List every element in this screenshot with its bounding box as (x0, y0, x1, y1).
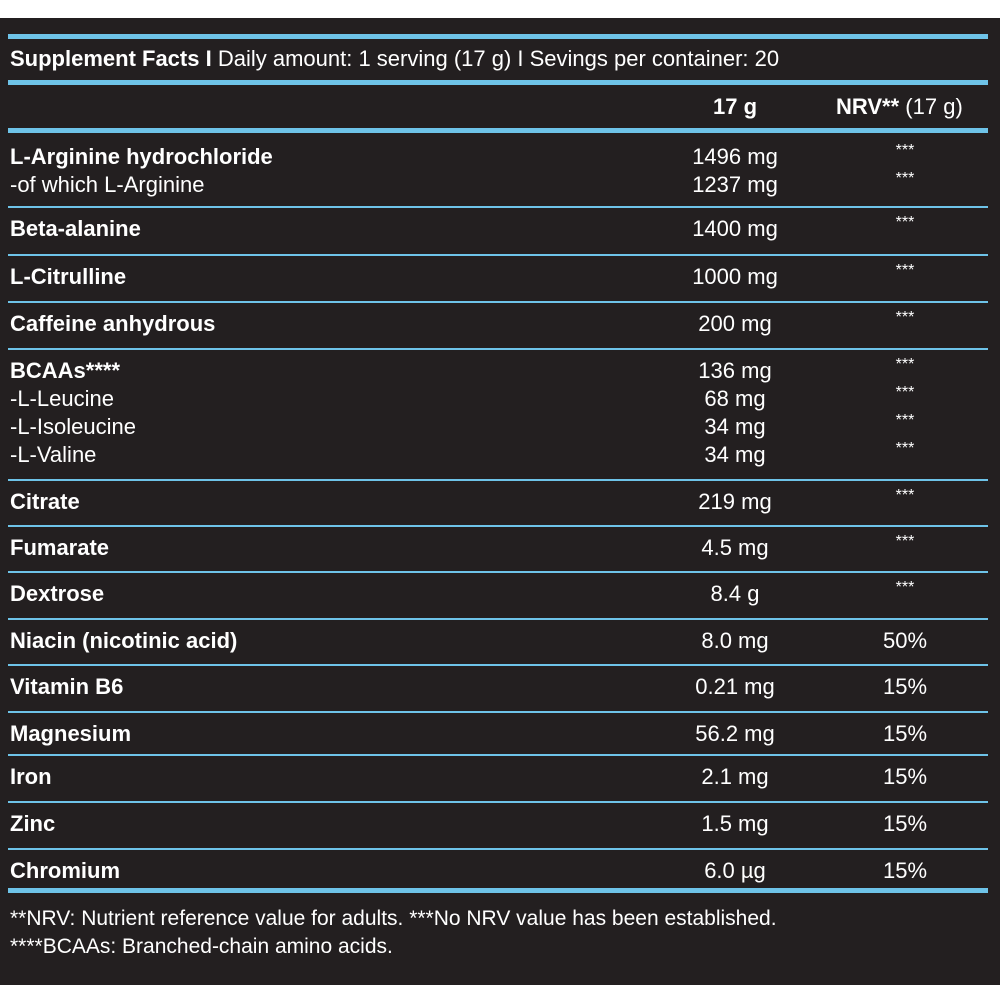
amount-column-header: 17 g (712, 94, 758, 119)
nutrient-amount: 0.21 mg (695, 674, 775, 699)
supplement-facts-panel: Supplement Facts I Daily amount: 1 servi… (0, 18, 1000, 985)
nutrient-nrv: *** (895, 262, 915, 279)
sub-nutrient-name: -of which L-Arginine (10, 172, 205, 197)
row-divider (8, 664, 988, 666)
nutrient-amount: 4.5 mg (701, 535, 769, 560)
nutrient-nrv: *** (895, 309, 915, 326)
nutrient-name: Zinc (10, 811, 56, 836)
nutrient-amount: 1496 mg (692, 144, 778, 169)
row-divider (8, 848, 988, 850)
serving-info: Daily amount: 1 serving (17 g) I Sevings… (211, 46, 780, 71)
footnote-nrv: **NRV: Nutrient reference value for adul… (10, 907, 777, 930)
nutrient-amount: 1000 mg (692, 264, 778, 289)
nutrient-nrv: *** (895, 356, 915, 373)
nutrient-name: BCAAs**** (10, 358, 121, 383)
nutrient-name: Dextrose (10, 581, 105, 606)
row-divider (8, 525, 988, 527)
nutrient-name: Chromium (10, 858, 120, 883)
nutrient-nrv: 15% (882, 764, 928, 789)
sub-nutrient-name: -L-Leucine (10, 386, 114, 411)
nutrient-name: Vitamin B6 (10, 674, 124, 699)
nrv-column-header: NRV** (17 g) (836, 96, 963, 118)
nutrient-nrv: 15% (882, 811, 928, 836)
nutrient-nrv: *** (895, 412, 915, 429)
nutrient-amount: 1237 mg (692, 172, 778, 197)
nutrient-nrv: 15% (882, 858, 928, 883)
nutrient-amount: 219 mg (698, 489, 772, 514)
nutrient-amount: 200 mg (698, 311, 772, 336)
nutrient-amount: 8.4 g (710, 581, 760, 606)
bottom-rule (8, 888, 988, 893)
sub-nutrient-name: -L-Valine (10, 442, 97, 467)
nutrient-nrv: *** (895, 579, 915, 596)
sub-nutrient-name: -L-Isoleucine (10, 414, 136, 439)
nutrient-nrv: *** (895, 440, 915, 457)
panel-header: Supplement Facts I Daily amount: 1 servi… (10, 48, 779, 70)
nutrient-amount: 1400 mg (692, 216, 778, 241)
bottom-strip (0, 985, 1000, 1000)
row-divider (8, 206, 988, 208)
nutrient-amount: 8.0 mg (701, 628, 769, 653)
nutrient-nrv: *** (895, 384, 915, 401)
nutrient-nrv: *** (895, 170, 915, 187)
nutrient-name: Fumarate (10, 535, 110, 560)
row-divider (8, 754, 988, 756)
nutrient-amount: 34 mg (704, 442, 766, 467)
nrv-header-bold: NRV** (836, 94, 900, 119)
nutrient-amount: 56.2 mg (695, 721, 775, 746)
row-divider (8, 348, 988, 350)
row-divider (8, 479, 988, 481)
nutrient-nrv: *** (895, 214, 915, 231)
row-divider (8, 711, 988, 713)
nutrient-name: Caffeine anhydrous (10, 311, 216, 336)
nutrient-amount: 34 mg (704, 414, 766, 439)
footnote-bcaas: ****BCAAs: Branched-chain amino acids. (10, 935, 393, 958)
nutrient-name: Magnesium (10, 721, 132, 746)
row-divider (8, 801, 988, 803)
nutrient-nrv: 50% (882, 628, 928, 653)
nutrient-amount: 1.5 mg (701, 811, 769, 836)
nutrient-nrv: *** (895, 533, 915, 550)
header-rule (8, 80, 988, 85)
row-divider (8, 618, 988, 620)
nutrient-name: Niacin (nicotinic acid) (10, 628, 238, 653)
nutrient-nrv: 15% (882, 721, 928, 746)
nutrient-amount: 6.0 µg (704, 858, 766, 883)
column-header-rule (8, 128, 988, 133)
nutrient-name: L-Citrulline (10, 264, 127, 289)
nutrient-name: Iron (10, 764, 52, 789)
row-divider (8, 301, 988, 303)
panel-title: Supplement Facts I (10, 46, 212, 71)
nutrient-nrv: 15% (882, 674, 928, 699)
nutrient-name: Citrate (10, 489, 80, 514)
nutrient-name: L-Arginine hydrochloride (10, 144, 273, 169)
top-rule (8, 34, 988, 39)
nutrient-amount: 68 mg (704, 386, 766, 411)
nutrient-nrv: *** (895, 487, 915, 504)
nrv-header-light: (17 g) (899, 94, 963, 119)
nutrient-nrv: *** (895, 142, 915, 159)
nutrient-amount: 2.1 mg (701, 764, 769, 789)
nutrient-name: Beta-alanine (10, 216, 141, 241)
row-divider (8, 254, 988, 256)
nutrient-amount: 136 mg (698, 358, 772, 383)
row-divider (8, 571, 988, 573)
